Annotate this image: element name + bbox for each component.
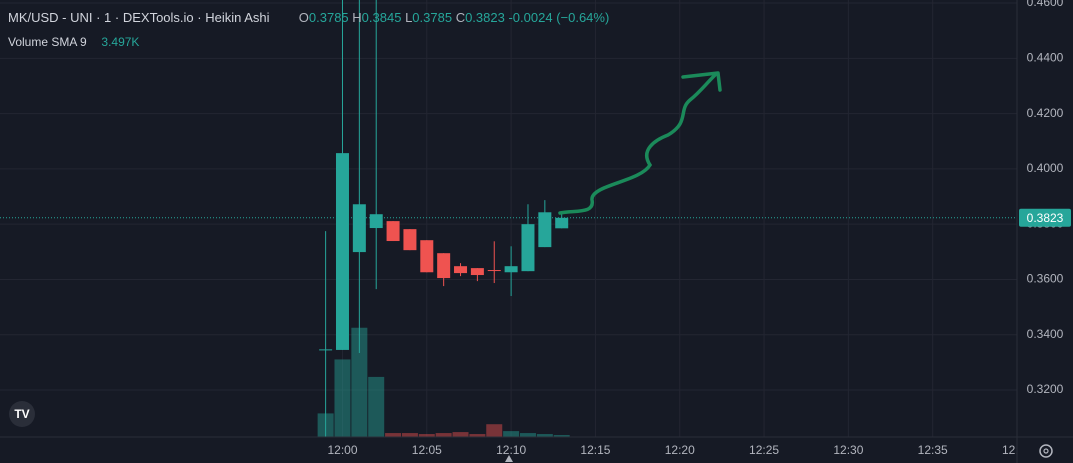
svg-text:TV: TV bbox=[14, 407, 29, 421]
x-tick-label: 12:05 bbox=[412, 443, 442, 457]
volume-indicator: Volume SMA 9 bbox=[8, 35, 87, 49]
ohlc-label: C bbox=[455, 10, 466, 25]
change-pct: (−0.64%) bbox=[556, 10, 610, 25]
candle-body bbox=[420, 240, 434, 273]
volume-bar bbox=[452, 432, 469, 437]
volume-bar bbox=[401, 433, 418, 437]
volume-bar bbox=[519, 433, 536, 437]
y-tick-label: 0.4000 bbox=[1027, 161, 1064, 175]
ohlc-label: O bbox=[298, 10, 309, 25]
x-tick-label: 12:15 bbox=[580, 443, 610, 457]
grid bbox=[0, 0, 1018, 437]
candle-body bbox=[386, 221, 400, 242]
volume-bar bbox=[418, 434, 435, 437]
time-marker bbox=[505, 455, 513, 462]
y-tick-label: 0.3200 bbox=[1027, 382, 1064, 396]
volume-bar bbox=[385, 433, 402, 437]
y-tick-label: 0.4400 bbox=[1027, 50, 1064, 64]
candle-body bbox=[437, 253, 451, 279]
symbol-title: MK/USD - UNI · 1 · DEXTools.io · Heikin … bbox=[8, 10, 270, 25]
ohlc-value: 0.3845 bbox=[361, 10, 402, 25]
y-tick-label: 0.4200 bbox=[1027, 106, 1064, 120]
candle-body bbox=[369, 214, 383, 229]
x-tick-label: 12:30 bbox=[833, 443, 863, 457]
candle-body bbox=[555, 217, 569, 229]
last-price-box bbox=[1019, 208, 1071, 227]
volume-bar bbox=[536, 434, 553, 437]
volume-bar bbox=[351, 327, 368, 437]
candle-body bbox=[403, 229, 417, 251]
candle-body bbox=[470, 268, 484, 276]
ohlc-value: 0.3823 bbox=[465, 10, 505, 25]
candle-body bbox=[319, 349, 333, 351]
volume-bar bbox=[469, 434, 486, 437]
candle-body bbox=[335, 153, 349, 350]
volume-bar bbox=[368, 376, 385, 437]
change: -0.0024 bbox=[508, 10, 553, 25]
candle-body bbox=[521, 224, 535, 272]
x-tick-label: 12:20 bbox=[665, 443, 695, 457]
ohlc-value: 0.3785 bbox=[412, 10, 453, 25]
volume-sma: 3.497K bbox=[101, 35, 140, 49]
volume-bar bbox=[503, 431, 520, 437]
y-tick-label: 0.4600 bbox=[1027, 0, 1064, 9]
settings-icon[interactable] bbox=[1039, 444, 1053, 458]
x-tick-label: 12:00 bbox=[327, 443, 357, 457]
candle-body bbox=[504, 266, 518, 273]
ohlc-value: 0.3785 bbox=[308, 10, 349, 25]
x-tick-label: 12:25 bbox=[749, 443, 779, 457]
y-tick-label: 0.3400 bbox=[1027, 327, 1064, 341]
volume-legend: Volume SMA 9 3.497K bbox=[8, 35, 139, 49]
last-price-label: 0.3823 bbox=[1027, 211, 1064, 225]
volume-bar bbox=[334, 359, 351, 437]
x-tick-label: 12:35 bbox=[918, 443, 948, 457]
x-axis: 12:00 12:05 12:10 12:15 12:20 12:25 12:30 12:35… bbox=[327, 443, 1032, 457]
candle-body bbox=[487, 270, 501, 272]
x-tick-label: 12:10 bbox=[496, 443, 526, 457]
volume-bar bbox=[553, 435, 570, 437]
plot-area bbox=[0, 0, 1017, 437]
ohlc-label: H bbox=[352, 10, 362, 25]
y-axis: 0.32000.34000.36000.38000.40000.42000.44… bbox=[1019, 0, 1071, 396]
annotation-arrow bbox=[558, 73, 717, 215]
candle-body bbox=[352, 204, 366, 253]
volume-bar bbox=[486, 424, 503, 437]
y-tick-label: 0.3600 bbox=[1027, 272, 1064, 286]
volume-bar bbox=[435, 433, 452, 437]
candle-body bbox=[454, 266, 468, 274]
annotation-arrowhead bbox=[681, 71, 722, 92]
candle-body bbox=[538, 212, 552, 248]
ohlc-label: L bbox=[405, 10, 413, 25]
header: MK/USD - UNI · 1 · DEXTools.io · Heikin … bbox=[8, 10, 609, 25]
tv-logo: TV bbox=[9, 401, 35, 427]
price-axis-bg bbox=[1017, 0, 1073, 463]
